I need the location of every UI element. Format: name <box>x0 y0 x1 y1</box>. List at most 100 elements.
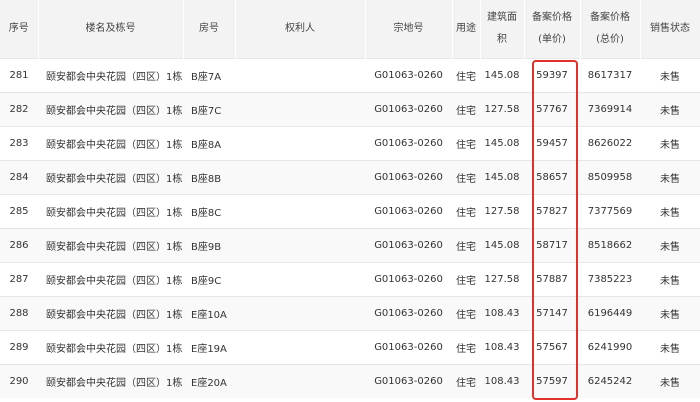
table-cell <box>235 262 365 297</box>
table-cell: 住宅 <box>452 194 480 229</box>
table-cell: G01063-0260 <box>365 92 452 127</box>
header-cell: 序号 <box>0 0 39 59</box>
header-cell: 权利人 <box>235 0 366 59</box>
table-cell: B座8C <box>183 194 235 229</box>
table-cell: 127.58 <box>480 92 524 127</box>
table-cell: E座20A <box>183 364 235 398</box>
table-cell: G01063-0260 <box>365 262 452 297</box>
table-cell: E座10A <box>183 296 235 331</box>
table-row: 290 颐安都会中央花园（四区）1栋 E座20A G01063-0260 住宅 108.4… <box>0 364 700 398</box>
table-cell: 住宅 <box>452 364 480 398</box>
table-cell: 未售 <box>640 92 700 127</box>
table-cell: 住宅 <box>452 330 480 365</box>
table-cell: B座7A <box>183 58 235 93</box>
table-cell: G01063-0260 <box>365 160 452 195</box>
table-cell: B座9B <box>183 228 235 263</box>
header-cell: 建筑面积 <box>480 0 525 59</box>
table-body: 281 颐安都会中央花园（四区）1栋 B座7A G01063-0260 住宅 145.08… <box>0 58 700 398</box>
table-cell: G01063-0260 <box>365 330 452 365</box>
table-cell: G01063-0260 <box>365 228 452 263</box>
table-row: 289 颐安都会中央花园（四区）1栋 E座19A G01063-0260 住宅 108.4… <box>0 330 700 365</box>
header-cell: 宗地号 <box>365 0 453 59</box>
table-cell: B座9C <box>183 262 235 297</box>
table-cell: 145.08 <box>480 58 524 93</box>
table-cell <box>235 126 365 161</box>
table-cell: 8617317 <box>580 58 640 93</box>
header-cell: 销售状态 <box>640 0 700 59</box>
header-cell: 备案价格(总价) <box>580 0 641 59</box>
table-cell: 颐安都会中央花园（四区）1栋 <box>38 194 183 229</box>
table-cell: 住宅 <box>452 160 480 195</box>
table-cell: 127.58 <box>480 194 524 229</box>
highlight-box <box>532 60 578 400</box>
table-row: 286 颐安都会中央花园（四区）1栋 B座9B G01063-0260 住宅 145.08… <box>0 228 700 263</box>
table-cell: 283 <box>0 126 38 161</box>
table-cell: 145.08 <box>480 160 524 195</box>
table-cell: 6241990 <box>580 330 640 365</box>
table-row: 281 颐安都会中央花园（四区）1栋 B座7A G01063-0260 住宅 145.08… <box>0 58 700 93</box>
table-cell: B座8A <box>183 126 235 161</box>
header-cell: 用途 <box>452 0 481 59</box>
table-cell: 颐安都会中央花园（四区）1栋 <box>38 262 183 297</box>
table-cell: 145.08 <box>480 228 524 263</box>
table-cell: 未售 <box>640 126 700 161</box>
table-cell: 108.43 <box>480 296 524 331</box>
table-cell: G01063-0260 <box>365 58 452 93</box>
table-cell: 住宅 <box>452 58 480 93</box>
table-row: 288 颐安都会中央花园（四区）1栋 E座10A G01063-0260 住宅 108.4… <box>0 296 700 331</box>
table-cell: 8626022 <box>580 126 640 161</box>
table-cell: 6196449 <box>580 296 640 331</box>
table-cell: G01063-0260 <box>365 126 452 161</box>
table-row: 282 颐安都会中央花园（四区）1栋 B座7C G01063-0260 住宅 127.58… <box>0 92 700 127</box>
table-cell: B座7C <box>183 92 235 127</box>
table-cell: 颐安都会中央花园（四区）1栋 <box>38 126 183 161</box>
table-cell: 住宅 <box>452 262 480 297</box>
table-cell: 145.08 <box>480 126 524 161</box>
header-cell: 房号 <box>183 0 236 59</box>
table-cell: E座19A <box>183 330 235 365</box>
table-cell: G01063-0260 <box>365 364 452 398</box>
table-cell: 颐安都会中央花园（四区）1栋 <box>38 330 183 365</box>
table-cell: 未售 <box>640 330 700 365</box>
table-cell: 289 <box>0 330 38 365</box>
table-cell: 282 <box>0 92 38 127</box>
table-row: 287 颐安都会中央花园（四区）1栋 B座9C G01063-0260 住宅 127.58… <box>0 262 700 297</box>
table-cell: 未售 <box>640 58 700 93</box>
table-cell <box>235 58 365 93</box>
table-cell: 颐安都会中央花园（四区）1栋 <box>38 228 183 263</box>
table-cell: 颐安都会中央花园（四区）1栋 <box>38 296 183 331</box>
table-cell: 108.43 <box>480 364 524 398</box>
table-cell: 127.58 <box>480 262 524 297</box>
table-cell: 颐安都会中央花园（四区）1栋 <box>38 160 183 195</box>
table-cell: 未售 <box>640 364 700 398</box>
table-cell: 286 <box>0 228 38 263</box>
table-cell: 未售 <box>640 160 700 195</box>
table-cell: 284 <box>0 160 38 195</box>
header-cell: 备案价格(单价) <box>524 0 581 59</box>
table-cell: 8509958 <box>580 160 640 195</box>
table-cell: 7385223 <box>580 262 640 297</box>
table-cell: 8518662 <box>580 228 640 263</box>
table-cell: 未售 <box>640 262 700 297</box>
table-cell <box>235 364 365 398</box>
table-cell: 285 <box>0 194 38 229</box>
table-cell: 7369914 <box>580 92 640 127</box>
header-row: 序号 楼名及栋号 房号 权利人 宗地号 用途 建筑面积 备案价格(单价) 备案价格(总价) 销售状… <box>0 0 700 59</box>
header-cell: 楼名及栋号 <box>38 0 184 59</box>
table-cell: 住宅 <box>452 228 480 263</box>
table-cell <box>235 228 365 263</box>
table-cell: 281 <box>0 58 38 93</box>
table-cell: 未售 <box>640 228 700 263</box>
table-cell <box>235 160 365 195</box>
table-cell <box>235 296 365 331</box>
table-cell: G01063-0260 <box>365 296 452 331</box>
table-cell: 7377569 <box>580 194 640 229</box>
table-cell: 290 <box>0 364 38 398</box>
table-cell <box>235 330 365 365</box>
table-cell: G01063-0260 <box>365 194 452 229</box>
table-cell: 288 <box>0 296 38 331</box>
table-cell: 未售 <box>640 194 700 229</box>
table-row: 284 颐安都会中央花园（四区）1栋 B座8B G01063-0260 住宅 145.08… <box>0 160 700 195</box>
